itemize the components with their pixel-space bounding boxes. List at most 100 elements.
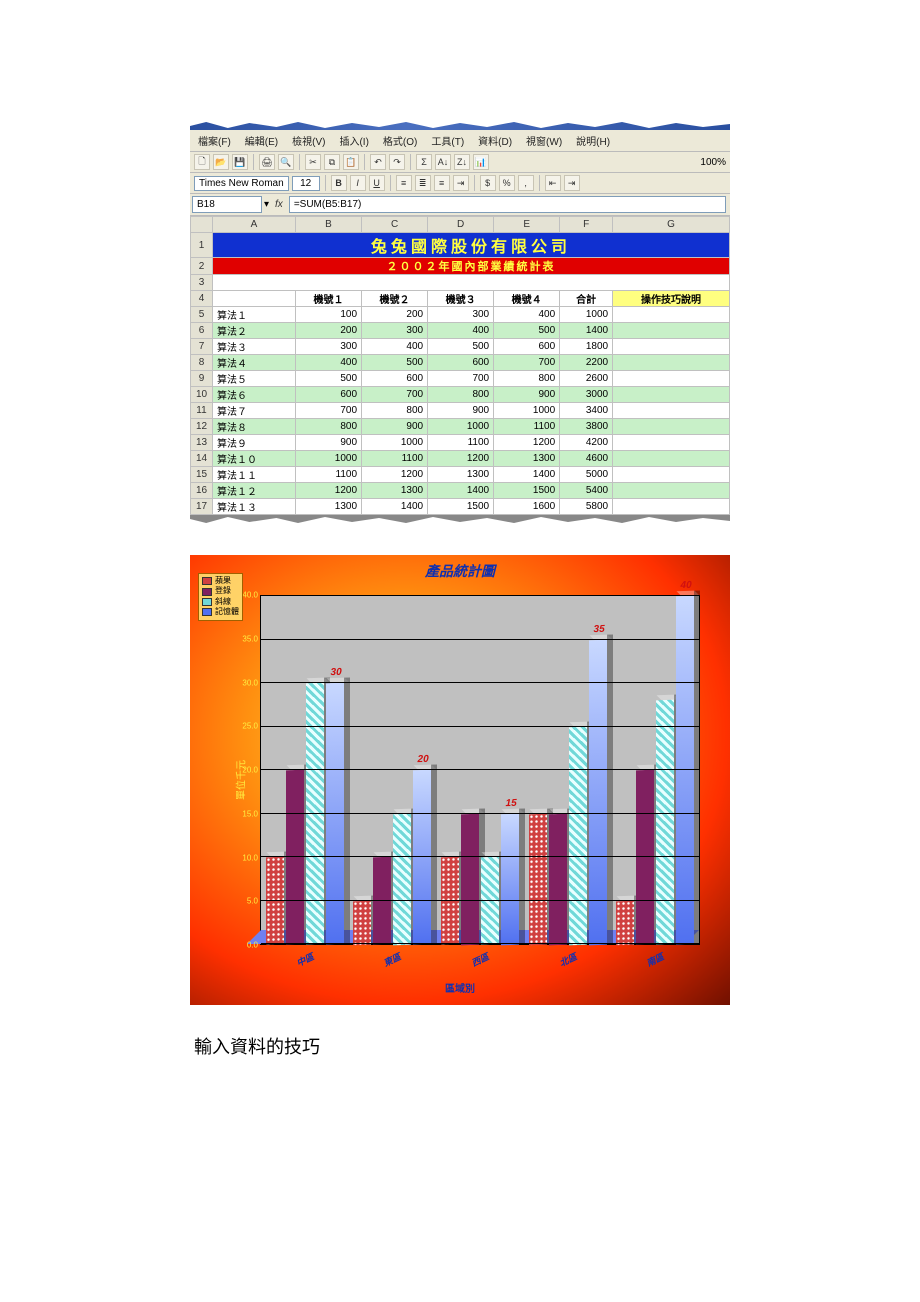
save-icon[interactable]: 💾 bbox=[232, 154, 248, 170]
cell[interactable]: 5800 bbox=[560, 499, 613, 515]
cell[interactable]: 700 bbox=[295, 403, 361, 419]
table-row[interactable]: 10算法６6007008009003000 bbox=[191, 387, 730, 403]
sort-asc-icon[interactable]: A↓ bbox=[435, 154, 451, 170]
cell[interactable] bbox=[613, 387, 730, 403]
cell[interactable]: 800 bbox=[295, 419, 361, 435]
copy-icon[interactable]: ⧉ bbox=[324, 154, 340, 170]
col-A[interactable]: A bbox=[213, 217, 296, 233]
table-row[interactable]: 11算法７70080090010003400 bbox=[191, 403, 730, 419]
menu-data[interactable]: 資料(D) bbox=[478, 133, 512, 148]
cell[interactable]: 1000 bbox=[494, 403, 560, 419]
cell[interactable]: 500 bbox=[494, 323, 560, 339]
cell[interactable]: 1100 bbox=[428, 435, 494, 451]
menu-bar[interactable]: 檔案(F) 編輯(E) 檢視(V) 插入(I) 格式(O) 工具(T) 資料(D… bbox=[190, 130, 730, 152]
col-D[interactable]: D bbox=[428, 217, 494, 233]
cell[interactable]: 300 bbox=[428, 307, 494, 323]
cell[interactable]: 800 bbox=[494, 371, 560, 387]
cell[interactable]: 1000 bbox=[362, 435, 428, 451]
menu-format[interactable]: 格式(O) bbox=[383, 133, 417, 148]
cell[interactable]: 400 bbox=[428, 323, 494, 339]
bold-icon[interactable]: B bbox=[331, 175, 347, 191]
cell[interactable]: 800 bbox=[362, 403, 428, 419]
percent-icon[interactable]: % bbox=[499, 175, 515, 191]
table-row[interactable]: 14算法１０10001100120013004600 bbox=[191, 451, 730, 467]
cell[interactable]: 200 bbox=[295, 323, 361, 339]
currency-icon[interactable]: $ bbox=[480, 175, 496, 191]
autosum-icon[interactable]: Σ bbox=[416, 154, 432, 170]
table-row[interactable]: 16算法１２12001300140015005400 bbox=[191, 483, 730, 499]
cell[interactable] bbox=[613, 435, 730, 451]
cell[interactable]: 2200 bbox=[560, 355, 613, 371]
col-E[interactable]: E bbox=[494, 217, 560, 233]
table-row[interactable]: 6算法２2003004005001400 bbox=[191, 323, 730, 339]
menu-window[interactable]: 視窗(W) bbox=[526, 133, 562, 148]
cell[interactable]: 1800 bbox=[560, 339, 613, 355]
open-icon[interactable]: 📂 bbox=[213, 154, 229, 170]
cell[interactable]: 900 bbox=[428, 403, 494, 419]
cell[interactable]: 400 bbox=[362, 339, 428, 355]
cell[interactable]: 900 bbox=[295, 435, 361, 451]
cell[interactable]: 600 bbox=[494, 339, 560, 355]
cell[interactable]: 500 bbox=[295, 371, 361, 387]
cell[interactable]: 700 bbox=[494, 355, 560, 371]
cell[interactable]: 3000 bbox=[560, 387, 613, 403]
cell[interactable] bbox=[613, 307, 730, 323]
merge-icon[interactable]: ⇥ bbox=[453, 175, 469, 191]
indent-inc-icon[interactable]: ⇥ bbox=[564, 175, 580, 191]
cell[interactable]: 500 bbox=[362, 355, 428, 371]
select-all-corner[interactable] bbox=[191, 217, 213, 233]
cell[interactable] bbox=[613, 467, 730, 483]
col-F[interactable]: F bbox=[560, 217, 613, 233]
cell[interactable]: 1400 bbox=[362, 499, 428, 515]
cell[interactable]: 900 bbox=[362, 419, 428, 435]
zoom-level[interactable]: 100% bbox=[700, 157, 726, 168]
cell[interactable]: 700 bbox=[362, 387, 428, 403]
menu-help[interactable]: 說明(H) bbox=[576, 133, 610, 148]
new-icon[interactable]: 🗋 bbox=[194, 154, 210, 170]
cell[interactable]: 1200 bbox=[494, 435, 560, 451]
cell[interactable]: 1000 bbox=[295, 451, 361, 467]
cell[interactable]: 1500 bbox=[428, 499, 494, 515]
cell[interactable] bbox=[613, 355, 730, 371]
comma-icon[interactable]: , bbox=[518, 175, 534, 191]
cell[interactable]: 1200 bbox=[362, 467, 428, 483]
name-box[interactable]: B18 bbox=[192, 196, 262, 213]
cell[interactable]: 1100 bbox=[362, 451, 428, 467]
cell[interactable]: 600 bbox=[428, 355, 494, 371]
formula-bar[interactable]: B18 ▾ fx =SUM(B5:B17) bbox=[190, 194, 730, 216]
cell[interactable]: 1500 bbox=[494, 483, 560, 499]
cell[interactable] bbox=[613, 419, 730, 435]
sort-desc-icon[interactable]: Z↓ bbox=[454, 154, 470, 170]
table-row[interactable]: 5算法１1002003004001000 bbox=[191, 307, 730, 323]
table-row[interactable]: 8算法４4005006007002200 bbox=[191, 355, 730, 371]
cell[interactable] bbox=[613, 483, 730, 499]
col-C[interactable]: C bbox=[362, 217, 428, 233]
table-row[interactable]: 9算法５5006007008002600 bbox=[191, 371, 730, 387]
cell[interactable]: 600 bbox=[295, 387, 361, 403]
cell[interactable]: 1400 bbox=[560, 323, 613, 339]
indent-dec-icon[interactable]: ⇤ bbox=[545, 175, 561, 191]
cell[interactable]: 3400 bbox=[560, 403, 613, 419]
cell[interactable]: 1100 bbox=[494, 419, 560, 435]
cell[interactable]: 4600 bbox=[560, 451, 613, 467]
table-row[interactable]: 13算法９9001000110012004200 bbox=[191, 435, 730, 451]
worksheet-grid[interactable]: A B C D E F G 1 兔兔國際股份有限公司 2 ２００２年國內部業績統… bbox=[190, 216, 730, 515]
cell[interactable]: 1200 bbox=[428, 451, 494, 467]
table-row[interactable]: 17算法１３13001400150016005800 bbox=[191, 499, 730, 515]
cell[interactable]: 400 bbox=[494, 307, 560, 323]
cell[interactable]: 400 bbox=[295, 355, 361, 371]
font-name-box[interactable]: Times New Roman bbox=[194, 176, 289, 191]
font-size-box[interactable]: 12 bbox=[292, 176, 320, 191]
align-right-icon[interactable]: ≡ bbox=[434, 175, 450, 191]
cell[interactable]: 500 bbox=[428, 339, 494, 355]
cell[interactable]: 1400 bbox=[428, 483, 494, 499]
cell[interactable]: 1400 bbox=[494, 467, 560, 483]
table-row[interactable]: 7算法３3004005006001800 bbox=[191, 339, 730, 355]
cell[interactable]: 1300 bbox=[295, 499, 361, 515]
chart-icon[interactable]: 📊 bbox=[473, 154, 489, 170]
cell[interactable]: 1000 bbox=[428, 419, 494, 435]
formatting-toolbar[interactable]: Times New Roman 12 B I U ≡ ≣ ≡ ⇥ $ % , ⇤… bbox=[190, 173, 730, 194]
menu-tools[interactable]: 工具(T) bbox=[431, 133, 464, 148]
cell[interactable]: 1000 bbox=[560, 307, 613, 323]
italic-icon[interactable]: I bbox=[350, 175, 366, 191]
